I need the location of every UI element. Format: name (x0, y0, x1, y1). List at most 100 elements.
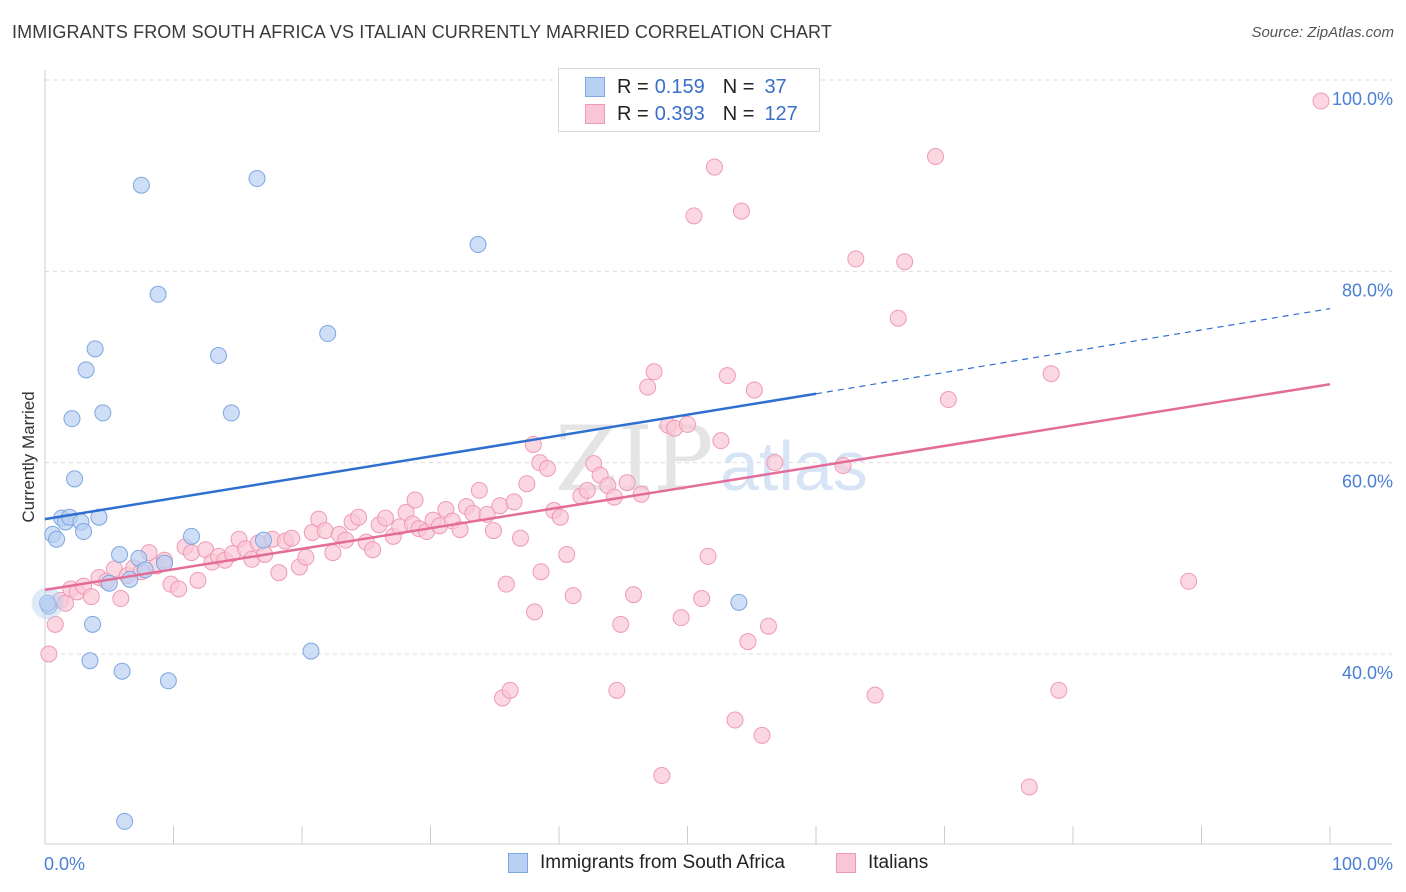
n-value: 127 (764, 102, 798, 125)
chart-title: IMMIGRANTS FROM SOUTH AFRICA VS ITALIAN … (12, 22, 832, 42)
legend-row-italians: R = 0.393 N = 127 (585, 101, 798, 127)
south-africa-point (39, 594, 57, 612)
axes (44, 70, 1392, 845)
legend-label: Italians (868, 852, 929, 873)
italians-point (739, 633, 757, 651)
italians-point (896, 253, 914, 271)
pink-swatch (836, 853, 856, 873)
italians-point (685, 207, 703, 225)
south-africa-point (94, 404, 112, 422)
italians-point (847, 250, 865, 268)
italians-point (578, 481, 596, 499)
italians-point (491, 497, 509, 515)
source-credit: Source: ZipAtlas.com (1251, 24, 1394, 41)
italians-point (693, 590, 711, 608)
italians-point (564, 587, 582, 605)
italians-point (82, 588, 100, 606)
italians-point (283, 529, 301, 547)
south-africa-point (159, 672, 177, 690)
italians-point (1180, 572, 1198, 590)
south-africa-point-large (31, 587, 64, 620)
italians-point (639, 378, 657, 396)
n-label: N = (722, 75, 755, 98)
italians-point (653, 766, 671, 784)
italians-point (672, 609, 690, 627)
south-africa-point (75, 523, 93, 541)
r-value: 0.393 (654, 102, 705, 125)
italians-point (505, 493, 523, 511)
italians-point (1042, 365, 1060, 383)
italians-point (679, 415, 696, 433)
south-africa-point (48, 530, 66, 548)
south-africa-point (63, 410, 81, 428)
italians-point (1312, 92, 1330, 110)
r-label: R = (617, 102, 649, 125)
italians-point (316, 522, 334, 540)
italians-point (511, 529, 529, 547)
south-africa-point (469, 236, 487, 254)
italians-point (753, 726, 771, 744)
south-africa-point (302, 642, 320, 660)
italians-point (618, 474, 636, 492)
italians-point (182, 544, 200, 562)
italians-point (927, 148, 945, 166)
italians-point (712, 432, 730, 450)
r-label: R = (617, 75, 649, 98)
italians-point (364, 541, 382, 559)
italians-point (699, 547, 717, 565)
south-africa-point (209, 347, 227, 365)
south-africa-point (111, 546, 129, 564)
tick-labels: 40.0% 60.0% 80.0% 100.0% 0.0% 100.0% (44, 89, 1393, 874)
italians-point (645, 363, 663, 381)
y-tick-label: 80.0% (1342, 280, 1393, 300)
legend-item-italians[interactable]: Italians (836, 852, 928, 874)
correlation-legend: R = 0.159 N = 37 R = 0.393 N = 127 (558, 68, 820, 132)
x-tick-label: 0.0% (44, 854, 85, 874)
y-tick-label: 60.0% (1342, 472, 1393, 492)
italians-point (745, 381, 763, 399)
italians-point (538, 459, 556, 477)
italians-point (1050, 681, 1068, 699)
italians-trend-line (44, 382, 1331, 592)
italians-point (484, 522, 502, 540)
italians-point (558, 546, 576, 564)
y-tick-label: 40.0% (1342, 663, 1393, 683)
legend-item-south-africa[interactable]: Immigrants from South Africa (508, 852, 785, 874)
blue-swatch (585, 77, 605, 97)
legend-row-south-africa: R = 0.159 N = 37 (585, 74, 787, 100)
italians-point (612, 615, 630, 633)
south-africa-point (132, 176, 150, 194)
south-africa-point (149, 285, 167, 303)
south-africa-point (248, 170, 266, 188)
south-africa-point (113, 662, 131, 680)
italians-point (350, 508, 368, 526)
south-africa-point (86, 340, 104, 358)
n-value: 37 (764, 75, 787, 98)
italians-point (189, 571, 207, 589)
italians-point (834, 457, 852, 475)
italians-point (766, 454, 784, 472)
south-africa-point (77, 361, 95, 379)
italians-point (464, 504, 482, 522)
italians-point (532, 563, 550, 581)
south-africa-point (66, 470, 84, 488)
blue-swatch (508, 853, 528, 873)
italians-point (470, 481, 488, 499)
italians-point (718, 367, 736, 385)
grid-lines (45, 79, 1392, 655)
italians-point (377, 509, 395, 527)
italians-point (112, 590, 130, 608)
south-africa-point (81, 652, 99, 670)
italians-point (324, 544, 342, 562)
italians-point (759, 617, 777, 635)
italians-point (497, 575, 515, 593)
italians-point (625, 586, 643, 604)
south-africa-trend-line (44, 392, 817, 521)
south-africa-point (319, 325, 337, 343)
n-label: N = (722, 102, 755, 125)
italians-point (705, 158, 723, 176)
italians-point (551, 508, 569, 526)
italians-point (501, 681, 519, 699)
legend-label: Immigrants from South Africa (540, 852, 785, 873)
